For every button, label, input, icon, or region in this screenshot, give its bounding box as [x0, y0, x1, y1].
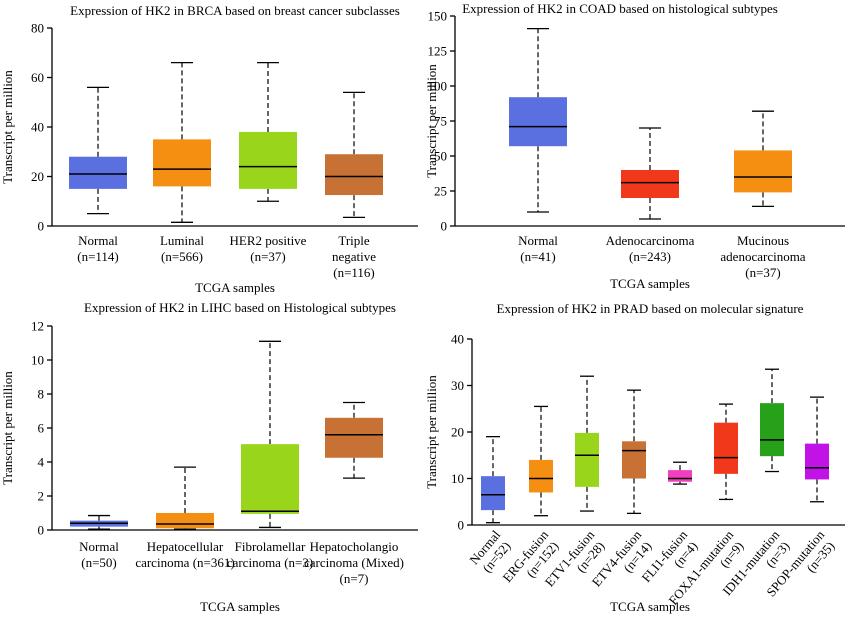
box: [509, 97, 567, 147]
box: [668, 470, 692, 482]
box: [529, 459, 553, 493]
chart-title: Expression of HK2 in PRAD based on molec…: [497, 301, 804, 316]
box: [760, 403, 784, 457]
box-group: Normal(n=52): [466, 435, 514, 575]
chart-panel-4: Expression of HK2 in PRAD based on molec…: [424, 301, 845, 614]
category-label: Normal: [78, 233, 118, 248]
category-label: (n=37): [250, 249, 286, 264]
box: [241, 444, 299, 514]
y-tick-label: 150: [428, 9, 448, 24]
box: [325, 154, 383, 196]
y-axis-label: Transcript per million: [424, 375, 439, 489]
y-tick-label: 10: [451, 471, 464, 486]
category-label: (n=566): [161, 249, 203, 264]
box: [714, 422, 738, 474]
category-label: Hepatocellular: [147, 539, 224, 554]
chart-title: Expression of HK2 in COAD based on histo…: [462, 1, 778, 16]
x-axis-label: TCGA samples: [195, 280, 275, 295]
y-tick-label: 25: [434, 184, 447, 199]
box: [156, 513, 214, 529]
box-group: HER2 positive(n=37): [230, 62, 307, 264]
y-tick-label: 12: [31, 319, 44, 334]
y-tick-label: 0: [458, 518, 465, 533]
x-axis-label: TCGA samples: [610, 276, 690, 291]
category-label: Mucinous: [737, 233, 789, 248]
y-tick-label: 0: [441, 219, 448, 234]
category-label: Luminal: [160, 233, 204, 248]
chart-panel-3: Expression of HK2 in LIHC based on Histo…: [0, 300, 418, 614]
category-label-rotated: ETV4-fusion(n=14): [589, 527, 655, 590]
chart-title: Expression of HK2 in LIHC based on Histo…: [84, 300, 396, 315]
category-label: Hepatocholangio: [310, 539, 399, 554]
category-label: (n=50): [81, 555, 117, 570]
category-label: Triple: [338, 233, 370, 248]
box: [325, 417, 383, 458]
y-tick-label: 50: [434, 149, 447, 164]
y-tick-label: 0: [38, 219, 45, 234]
y-axis-label: Transcript per million: [0, 70, 15, 184]
y-tick-label: 4: [38, 455, 45, 470]
y-tick-label: 2: [38, 489, 45, 504]
y-tick-label: 40: [31, 120, 44, 135]
box: [621, 170, 679, 198]
y-tick-label: 8: [38, 387, 45, 402]
box-group: Normal(n=41): [509, 27, 567, 264]
box-group: Normal(n=114): [69, 86, 127, 264]
y-tick-label: 30: [451, 378, 464, 393]
y-axis-label: Transcript per million: [424, 64, 439, 178]
category-label: negative: [332, 249, 376, 264]
y-tick-label: 0: [38, 523, 45, 538]
category-label: (n=41): [520, 249, 556, 264]
category-label: adenocarcinoma: [720, 249, 805, 264]
category-label: (n=7): [340, 571, 369, 586]
chart-panel-1: Expression of HK2 in BRCA based on breas…: [0, 3, 418, 295]
box-group: Normal(n=50): [70, 514, 128, 570]
box: [622, 441, 646, 479]
y-tick-label: 75: [434, 114, 447, 129]
y-tick-label: 6: [38, 421, 45, 436]
category-label: (n=114): [77, 249, 119, 264]
y-tick-label: 80: [31, 21, 44, 36]
box: [575, 432, 599, 487]
y-tick-label: 40: [451, 332, 464, 347]
category-label: Normal: [518, 233, 558, 248]
category-label: Fibrolamellar: [235, 539, 306, 554]
box: [153, 139, 211, 187]
y-tick-label: 100: [428, 79, 448, 94]
box: [239, 131, 297, 189]
category-label: Normal: [79, 539, 119, 554]
chart-title: Expression of HK2 in BRCA based on breas…: [70, 3, 400, 18]
category-label: (n=116): [333, 265, 375, 280]
x-axis-label: TCGA samples: [610, 599, 690, 614]
category-label: (n=37): [745, 265, 781, 280]
y-tick-label: 20: [451, 425, 464, 440]
y-axis-label: Transcript per million: [0, 371, 15, 485]
category-label: Adenocarcinoma: [606, 233, 695, 248]
box-group: Luminal(n=566): [153, 62, 211, 264]
chart-panel-2: Expression of HK2 in COAD based on histo…: [424, 1, 845, 291]
y-tick-label: 20: [31, 169, 44, 184]
box: [481, 476, 505, 511]
y-tick-label: 125: [428, 44, 448, 59]
category-label: carcinoma (n=361): [135, 555, 234, 570]
box: [69, 156, 127, 189]
box: [805, 443, 829, 480]
y-tick-label: 60: [31, 70, 44, 85]
y-tick-label: 10: [31, 353, 44, 368]
category-label: HER2 positive: [230, 233, 307, 248]
category-label: carcinoma (Mixed): [304, 555, 404, 570]
box-group: Adenocarcinoma(n=243): [606, 127, 695, 264]
category-label: carcinoma (n=3): [227, 555, 313, 570]
category-label: (n=243): [629, 249, 671, 264]
x-axis-label: TCGA samples: [200, 599, 280, 614]
box: [734, 150, 792, 193]
